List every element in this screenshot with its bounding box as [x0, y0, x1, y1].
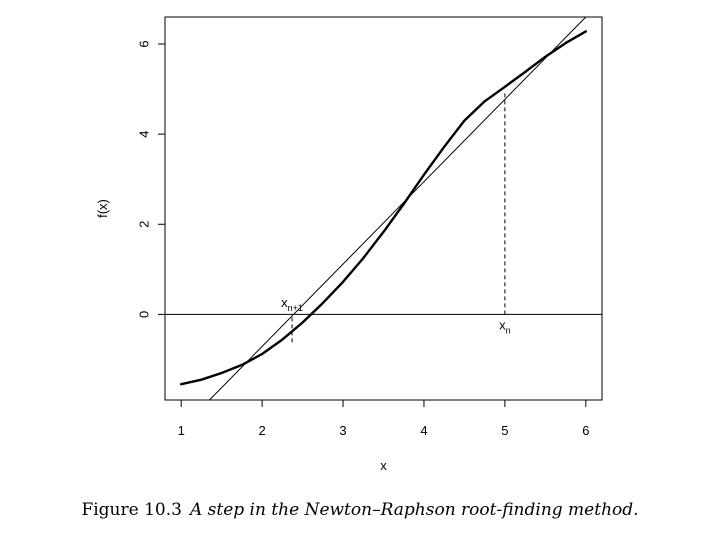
- marks-group: [165, 17, 602, 400]
- x-tick-label: 5: [501, 423, 508, 438]
- x-tick-label: 1: [178, 423, 185, 438]
- caption-text: A step in the Newton–Raphson root-findin…: [189, 500, 639, 520]
- x-tick-label: 6: [582, 423, 589, 438]
- x-tick-label: 2: [258, 423, 265, 438]
- y-axis-label: f(x): [95, 199, 110, 218]
- x-tick-label: 3: [339, 423, 346, 438]
- tangent-line: [209, 17, 587, 400]
- xn1-label: xn+1: [281, 295, 303, 313]
- x-tick-label: 4: [420, 423, 427, 438]
- plot-frame: [164, 16, 603, 401]
- caption-label: Figure 10.3: [81, 500, 182, 520]
- axes-group: 1 2 3 4 5 6 0 2 4 6: [136, 16, 603, 438]
- y-tick-label: 6: [136, 40, 151, 47]
- y-tick-label: 0: [136, 311, 151, 318]
- function-curve: [179, 30, 587, 386]
- annotation-subscript: n+1: [288, 303, 303, 313]
- figure-caption: Figure 10.3 A step in the Newton–Raphson …: [0, 500, 720, 520]
- xn-label: xn: [499, 318, 511, 336]
- x-axis-label: x: [380, 458, 387, 473]
- y-tick-label: 4: [136, 131, 151, 138]
- annotation-subscript: n: [506, 326, 511, 336]
- y-tick-label: 2: [136, 221, 151, 228]
